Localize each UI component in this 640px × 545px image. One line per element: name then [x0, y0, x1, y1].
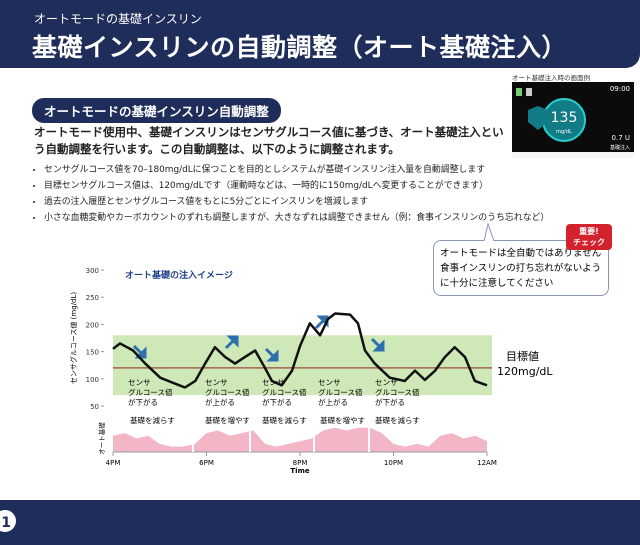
y-tick-label: 150	[86, 349, 99, 357]
x-axis-label: Time	[290, 467, 309, 475]
x-tick-label: 4PM	[106, 459, 121, 467]
annotation: センサ	[318, 378, 341, 387]
trend-arrow	[264, 347, 279, 362]
kicker: オートモードの基礎インスリン	[34, 12, 202, 26]
screen-caption: オート基礎注入時の画面例	[512, 74, 590, 82]
x-tick-label: 6PM	[199, 459, 214, 467]
pump-screen: 09:00 135 mg/dL 0.7 U 基礎注入	[512, 82, 634, 158]
annotation: センサ	[205, 378, 228, 387]
icon	[516, 88, 522, 96]
glucose-line	[112, 312, 488, 389]
annotation: グルコース値	[262, 387, 307, 397]
bullet: 小さな血糖変動やカーボカウントのずれも調整しますが、大きなずれは調整できません（…	[44, 210, 604, 226]
header-band	[0, 0, 640, 68]
annotation: が下がる	[375, 397, 405, 407]
badge-line: 重要!	[579, 227, 599, 236]
icon	[526, 88, 532, 96]
callout-line: 食事インスリンの打ち忘れがないよう	[440, 263, 602, 274]
basal-segment-label: 基礎を減らす	[130, 415, 175, 425]
annotation: が上がる	[318, 397, 348, 407]
callout-line: オートモードは全自動ではありません	[440, 248, 602, 259]
annotation: が下がる	[128, 397, 158, 407]
bullet: センサグルコース値を70–180mg/dLに保つことを目的としシステムが基礎イン…	[44, 162, 604, 178]
y-tick-label: 250	[86, 294, 99, 302]
screen-bar	[512, 152, 634, 158]
basal-segment-label: 基礎を増やす	[320, 415, 365, 425]
callout-line: に十分に注意してください	[440, 278, 554, 289]
y-tick-label: 50	[90, 403, 99, 411]
screen-unit: mg/dL	[556, 129, 572, 135]
annotation: グルコース値	[128, 387, 173, 397]
screen-dose-label: 基礎注入	[610, 144, 630, 151]
intro-bold: オート基礎注入	[400, 125, 481, 139]
x-tick-label: 8PM	[293, 459, 308, 467]
badge-line: チェック	[573, 238, 605, 247]
intro: オートモード使用中、基礎インスリンはセンサグルコース値に基づき、オート基礎注入と…	[34, 124, 504, 158]
y-axis-label: センサグルコース値 (mg/dL)	[69, 292, 78, 384]
target-range	[113, 335, 492, 396]
y-tick-label: 200	[86, 321, 99, 329]
bullet-list: センサグルコース値を70–180mg/dLに保つことを目的としシステムが基礎イン…	[34, 162, 604, 226]
annotation: グルコース値	[318, 387, 363, 397]
target-value-label: 120mg/dL	[497, 365, 553, 378]
bullet: 目標センサグルコース値は、120mg/dLです（運動時などは、一時的に150mg…	[44, 178, 604, 194]
basal-segment-label: 基礎を減らす	[262, 415, 307, 425]
bullet: 過去の注入履歴とセンサグルコース値をもとに5分ごとにインスリンを増減します	[44, 194, 604, 210]
trend-arrow	[132, 344, 147, 359]
annotation: グルコース値	[375, 387, 420, 397]
intro-text: という自動調整を行います。この自動調整は、以下のように調整されます。	[34, 125, 504, 156]
page-number: 1	[0, 508, 18, 534]
footer	[0, 500, 640, 545]
basal-label: オート基礎	[97, 422, 106, 455]
x-tick-label: 12AM	[477, 459, 497, 467]
tail	[483, 222, 495, 242]
basal-area	[113, 427, 487, 452]
badge: 重要! チェック	[566, 224, 612, 250]
trend-arrow	[224, 335, 239, 350]
y-tick-label: 100	[86, 376, 99, 384]
page-title: 基礎インスリンの自動調整（オート基礎注入）	[32, 33, 568, 62]
screen-value: 135	[551, 110, 578, 126]
annotation: が上がる	[205, 397, 235, 407]
basal-segment-label: 基礎を減らす	[375, 415, 420, 425]
annotation: センサ	[262, 378, 285, 387]
trend-arrow	[370, 337, 385, 352]
chart-title: オート基礎の注入イメージ	[125, 269, 233, 281]
annotation: が下がる	[262, 397, 292, 407]
x-tick-label: 10PM	[384, 459, 403, 467]
y-tick-label: 300	[86, 267, 99, 275]
basal-segment-label: 基礎を増やす	[205, 415, 250, 425]
annotation: センサ	[128, 378, 151, 387]
target-label: 目標値	[506, 349, 539, 363]
annotation: センサ	[375, 378, 398, 387]
callout: オートモードは全自動ではありません 食事インスリンの打ち忘れがないよう に十分に…	[433, 240, 609, 296]
screen-time: 09:00	[610, 85, 630, 93]
intro-text: オートモード使用中、基礎インスリンはセンサグルコース値に基づき、	[34, 125, 401, 139]
annotation: グルコース値	[205, 387, 250, 397]
section-heading: オートモードの基礎インスリン自動調整	[32, 98, 281, 123]
shield-icon	[528, 106, 548, 130]
callout-tail	[483, 222, 495, 242]
screen-dose: 0.7 U	[612, 134, 630, 142]
